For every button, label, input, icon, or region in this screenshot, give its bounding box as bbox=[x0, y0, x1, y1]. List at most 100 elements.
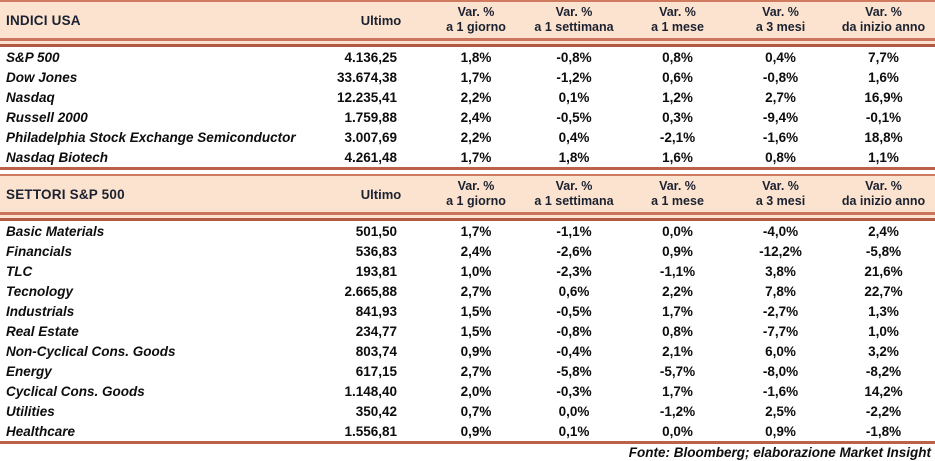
row-pct-cell: 1,5% bbox=[460, 303, 492, 319]
table-row: Financials 536,83 2,4% -2,6% 0,9% -12,2% -5,8% bbox=[0, 241, 935, 261]
col-header-var-1-mese: Var. % a 1 mese bbox=[626, 179, 729, 209]
row-name-cell: Russell 2000 bbox=[6, 109, 88, 125]
row-ultimo-cell: 536,83 bbox=[355, 243, 397, 259]
table-row: Russell 2000 1.759,88 2,4% -0,5% 0,3% -9,4% -0… bbox=[0, 107, 935, 127]
row-pct-cell: 2,1% bbox=[662, 343, 693, 359]
row-pct-cell: 2,0% bbox=[460, 383, 492, 399]
row-pct-cell: -9,4% bbox=[762, 109, 799, 125]
row-pct-cell: -0,1% bbox=[865, 109, 902, 125]
row-pct-cell: 1,1% bbox=[868, 149, 899, 165]
col-header-ultimo: Ultimo bbox=[360, 12, 402, 28]
row-pct-cell: 1,8% bbox=[460, 49, 492, 65]
var-label: Var. % bbox=[865, 5, 902, 19]
table-row: Real Estate 234,77 1,5% -0,8% 0,8% -7,7% 1,0% bbox=[0, 321, 935, 341]
var-label: Var. % bbox=[555, 179, 593, 193]
row-pct-cell: -0,8% bbox=[556, 323, 592, 339]
settori-sp500-rows: Basic Materials 501,50 1,7% -1,1% 0,0% -4,0% 2… bbox=[0, 221, 935, 441]
row-ultimo-cell: 1.148,40 bbox=[344, 383, 397, 399]
table-row: Industrials 841,93 1,5% -0,5% 1,7% -2,7% 1,3% bbox=[0, 301, 935, 321]
row-pct-cell: 1,3% bbox=[868, 303, 899, 319]
row-pct-cell: -8,2% bbox=[865, 363, 902, 379]
period-label: a 1 mese bbox=[651, 194, 704, 208]
indici-usa-rows: S&P 500 4.136,25 1,8% -0,8% 0,8% 0,4% 7,7% Dow … bbox=[0, 47, 935, 167]
row-pct-cell: 14,2% bbox=[864, 383, 903, 399]
row-pct-cell: 1,7% bbox=[662, 303, 693, 319]
row-ultimo-cell: 33.674,38 bbox=[336, 69, 397, 85]
row-pct-cell: -1,6% bbox=[762, 129, 799, 145]
row-pct-cell: -1,2% bbox=[659, 403, 696, 419]
row-ultimo-cell: 4.136,25 bbox=[344, 49, 397, 65]
row-name-cell: Cyclical Cons. Goods bbox=[6, 383, 145, 399]
row-pct-cell: 0,9% bbox=[765, 423, 796, 439]
row-pct-cell: -8,0% bbox=[762, 363, 799, 379]
row-pct-cell: 0,9% bbox=[662, 243, 693, 259]
var-label: Var. % bbox=[865, 179, 902, 193]
col-header-var-inizio-anno: Var. % da inizio anno bbox=[832, 5, 935, 35]
row-pct-cell: 2,7% bbox=[460, 363, 492, 379]
row-pct-cell: 2,2% bbox=[662, 283, 693, 299]
table-row: Nasdaq Biotech 4.261,48 1,7% 1,8% 1,6% 0,8% 1,… bbox=[0, 147, 935, 167]
table-bottom-rule bbox=[0, 167, 935, 170]
row-name-cell: Financials bbox=[6, 243, 73, 259]
row-pct-cell: 7,7% bbox=[868, 49, 899, 65]
row-pct-cell: 2,2% bbox=[460, 129, 492, 145]
row-pct-cell: 0,8% bbox=[662, 49, 693, 65]
row-pct-cell: 2,4% bbox=[460, 109, 492, 125]
table-row: S&P 500 4.136,25 1,8% -0,8% 0,8% 0,4% 7,7% bbox=[0, 47, 935, 67]
col-header-ultimo: Ultimo bbox=[360, 186, 402, 202]
row-pct-cell: 1,7% bbox=[460, 149, 492, 165]
row-pct-cell: -7,7% bbox=[762, 323, 799, 339]
row-pct-cell: 0,7% bbox=[460, 403, 492, 419]
var-label: Var. % bbox=[762, 179, 799, 193]
table-title-indici-usa: INDICI USA bbox=[6, 12, 81, 28]
row-pct-cell: 1,7% bbox=[460, 223, 492, 239]
row-pct-cell: 0,0% bbox=[662, 423, 693, 439]
table-row: Philadelphia Stock Exchange Semiconducto… bbox=[0, 127, 935, 147]
row-pct-cell: 2,7% bbox=[460, 283, 492, 299]
table-row: Utilities 350,42 0,7% 0,0% -1,2% 2,5% -2,2% bbox=[0, 401, 935, 421]
row-pct-cell: -1,6% bbox=[762, 383, 799, 399]
period-label: da inizio anno bbox=[841, 194, 926, 208]
row-pct-cell: 0,0% bbox=[662, 223, 693, 239]
indici-usa-table: INDICI USA Ultimo Var. % a 1 giorno Var.… bbox=[0, 0, 935, 170]
row-pct-cell: 0,4% bbox=[558, 129, 590, 145]
row-name-cell: Utilities bbox=[6, 403, 55, 419]
row-name-cell: Nasdaq bbox=[6, 89, 55, 105]
row-pct-cell: 0,8% bbox=[765, 149, 796, 165]
var-label: Var. % bbox=[659, 5, 696, 19]
row-pct-cell: -2,6% bbox=[556, 243, 592, 259]
row-pct-cell: 1,7% bbox=[662, 383, 693, 399]
row-ultimo-cell: 4.261,48 bbox=[344, 149, 397, 165]
row-pct-cell: 7,8% bbox=[765, 283, 796, 299]
row-name-cell: Dow Jones bbox=[6, 69, 78, 85]
row-pct-cell: -5,8% bbox=[556, 363, 592, 379]
col-header-var-1-mese: Var. % a 1 mese bbox=[626, 5, 729, 35]
row-name-cell: Real Estate bbox=[6, 323, 79, 339]
row-ultimo-cell: 12.235,41 bbox=[336, 89, 397, 105]
row-pct-cell: 22,7% bbox=[864, 283, 903, 299]
col-header-var-1-settimana: Var. % a 1 settimana bbox=[522, 5, 626, 35]
row-pct-cell: 3,8% bbox=[765, 263, 796, 279]
row-pct-cell: 1,5% bbox=[460, 323, 492, 339]
row-pct-cell: -0,5% bbox=[556, 109, 592, 125]
row-ultimo-cell: 841,93 bbox=[355, 303, 397, 319]
table-row: Cyclical Cons. Goods 1.148,40 2,0% -0,3% 1,7… bbox=[0, 381, 935, 401]
row-pct-cell: 2,4% bbox=[868, 223, 899, 239]
row-pct-cell: 0,9% bbox=[460, 343, 492, 359]
indici-usa-header: INDICI USA Ultimo Var. % a 1 giorno Var.… bbox=[0, 0, 935, 38]
row-name-cell: Philadelphia Stock Exchange Semiconducto… bbox=[6, 129, 296, 145]
row-pct-cell: -2,2% bbox=[865, 403, 902, 419]
row-pct-cell: 0,6% bbox=[558, 283, 590, 299]
row-ultimo-cell: 350,42 bbox=[355, 403, 397, 419]
row-name-cell: Non-Cyclical Cons. Goods bbox=[6, 343, 176, 359]
row-name-cell: Energy bbox=[6, 363, 52, 379]
row-name-cell: Healthcare bbox=[6, 423, 76, 439]
var-label: Var. % bbox=[762, 5, 799, 19]
row-ultimo-cell: 234,77 bbox=[355, 323, 397, 339]
row-pct-cell: 21,6% bbox=[864, 263, 903, 279]
row-pct-cell: -1,1% bbox=[556, 223, 592, 239]
row-pct-cell: 0,0% bbox=[558, 403, 590, 419]
row-pct-cell: -0,3% bbox=[556, 383, 592, 399]
table-title-settori-sp500: SETTORI S&P 500 bbox=[6, 186, 125, 202]
